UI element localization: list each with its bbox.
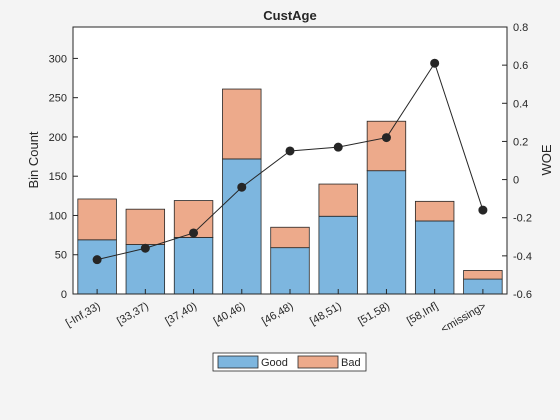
- left-y-tick-label: 100: [49, 210, 67, 222]
- bar-bad: [463, 270, 503, 280]
- legend-label-bad: Bad: [341, 357, 361, 369]
- woe-point: [189, 228, 199, 238]
- bar-good: [125, 244, 166, 295]
- left-y-tick-label: 300: [49, 53, 67, 65]
- right-y-tick-label: 0.2: [513, 136, 528, 148]
- left-y-axis: 0 50 100 150 200 250 300: [49, 53, 78, 301]
- bar-good: [270, 247, 310, 295]
- woe-point: [237, 182, 247, 192]
- bar-bad: [270, 226, 310, 249]
- bar-good: [414, 220, 455, 295]
- woe-line-group: [92, 58, 488, 265]
- x-tick-label: [-Inf,33): [64, 300, 103, 329]
- woe-point: [333, 142, 343, 152]
- x-tick-label: [51,58): [356, 300, 392, 328]
- bar-bad: [318, 183, 358, 217]
- bar-good: [318, 215, 358, 295]
- right-y-tick-label: -0.2: [513, 213, 532, 225]
- legend-swatch-bad: [297, 355, 339, 369]
- right-y-tick-label: -0.6: [513, 289, 532, 301]
- left-y-tick-label: 0: [61, 289, 67, 301]
- bar-good: [173, 237, 214, 295]
- left-y-tick-label: 250: [49, 93, 67, 105]
- x-tick-label: [40,46): [212, 300, 248, 328]
- x-tick-label: [37,40): [163, 300, 199, 328]
- right-axis-label: WOE: [539, 144, 554, 175]
- woe-point: [140, 243, 150, 253]
- x-tick-label: <missing>: [439, 300, 488, 335]
- bar-good: [366, 170, 407, 295]
- bar-bad: [77, 198, 117, 241]
- bar-bad: [125, 208, 166, 245]
- x-axis: [-Inf,33) [33,37) [37,40) [40,46) [46,48) [48…: [64, 289, 488, 336]
- x-tick-label: [48,51): [308, 300, 344, 328]
- right-y-axis: -0.6 -0.4 -0.2 0 0.2 0.4 0.6 0.8: [502, 22, 532, 301]
- woe-point: [430, 58, 440, 68]
- legend-swatch-good: [217, 355, 259, 369]
- bar-good: [222, 158, 262, 295]
- woe-point: [285, 146, 295, 156]
- woe-point: [381, 133, 391, 143]
- bar-good: [77, 239, 117, 295]
- bar-bad: [366, 120, 407, 172]
- left-y-tick-label: 50: [55, 250, 67, 262]
- bar-bad: [414, 200, 455, 222]
- left-y-tick-label: 200: [49, 132, 67, 144]
- right-y-tick-label: 0.8: [513, 22, 528, 34]
- bar-bad: [222, 88, 262, 160]
- chart-title: CustAge: [263, 8, 316, 23]
- x-tick-label: [46,48): [260, 300, 296, 328]
- woe-point: [478, 205, 488, 215]
- left-axis-label: Bin Count: [26, 131, 41, 188]
- left-y-tick-label: 150: [49, 171, 67, 183]
- x-tick-label: [58,Inf]: [405, 300, 440, 327]
- x-tick-label: [33,37): [115, 300, 151, 328]
- legend-label-good: Good: [261, 357, 288, 369]
- right-y-tick-label: 0.4: [513, 98, 528, 110]
- legend: Good Bad: [212, 352, 367, 372]
- right-y-tick-label: 0.6: [513, 60, 528, 72]
- bar-group: [77, 88, 503, 295]
- woe-point: [92, 255, 102, 265]
- right-y-tick-label: -0.4: [513, 251, 532, 263]
- right-y-tick-label: 0: [513, 175, 519, 187]
